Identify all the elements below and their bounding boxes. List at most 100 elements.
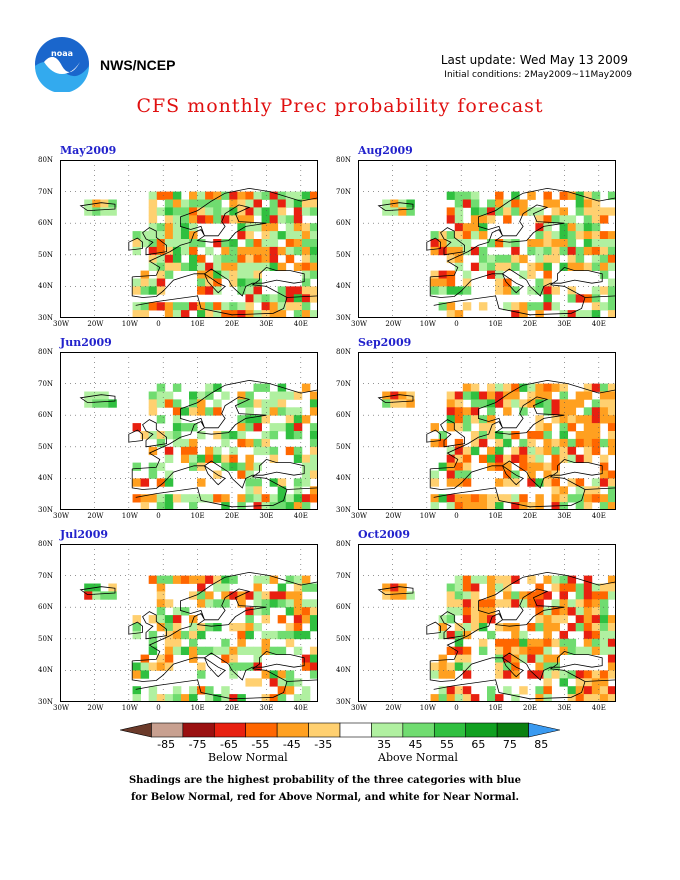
probability-cell xyxy=(301,575,311,584)
latitude-label: 40N xyxy=(38,282,54,291)
probability-cell xyxy=(164,431,174,440)
probability-cell xyxy=(495,438,504,448)
probability-cell xyxy=(543,431,552,440)
probability-cell xyxy=(229,454,238,463)
probability-cell xyxy=(140,478,150,487)
probability-cell xyxy=(519,646,528,655)
probability-cell xyxy=(180,223,190,232)
colorbar-swatch xyxy=(402,722,435,738)
org-name: NWS/NCEP xyxy=(100,57,176,73)
probability-cell xyxy=(237,310,246,318)
probability-cell xyxy=(237,286,246,295)
probability-cell xyxy=(583,591,593,600)
probability-cell xyxy=(293,239,303,248)
probability-cell xyxy=(543,383,552,392)
probability-cell xyxy=(285,391,295,400)
probability-cell xyxy=(446,423,456,432)
panel-month-label: May2009 xyxy=(60,144,117,157)
probability-cell xyxy=(495,670,504,679)
probability-cell xyxy=(156,239,166,248)
probability-cell xyxy=(301,630,311,640)
probability-cell xyxy=(583,391,593,400)
probability-cell xyxy=(148,630,158,640)
probability-cell xyxy=(511,207,520,216)
probability-cell xyxy=(245,454,254,463)
probability-cell xyxy=(301,415,311,424)
probability-cell xyxy=(591,223,601,232)
latitude-label: 80N xyxy=(336,348,352,356)
probability-cell xyxy=(446,478,456,487)
probability-cell xyxy=(156,415,166,424)
probability-cell xyxy=(269,399,279,408)
latitude-label: 60N xyxy=(38,603,54,612)
probability-cell xyxy=(559,575,569,584)
probability-cell xyxy=(527,239,536,248)
probability-cell xyxy=(543,638,552,648)
forecast-map-panel xyxy=(358,160,616,318)
initial-conditions: Initial conditions: 2May2009~11May2009 xyxy=(444,70,632,80)
probability-cell xyxy=(462,454,472,463)
probability-cell xyxy=(261,246,271,256)
probability-cell xyxy=(454,246,464,256)
longitude-label: 30W xyxy=(53,512,70,520)
probability-cell xyxy=(84,591,93,600)
probability-cell xyxy=(575,310,585,318)
probability-cell xyxy=(607,286,616,295)
probability-cell xyxy=(599,615,609,624)
colorbar-tick-label: -65 xyxy=(220,738,238,751)
probability-cell xyxy=(503,638,512,648)
probability-cell xyxy=(599,270,609,279)
probability-cell xyxy=(261,415,271,424)
probability-cell xyxy=(583,199,593,208)
probability-cell xyxy=(269,423,279,432)
probability-cell xyxy=(132,670,142,679)
probability-cell xyxy=(189,638,198,648)
longitude-label: 10E xyxy=(488,320,503,328)
probability-cell xyxy=(197,599,206,608)
probability-cell xyxy=(607,630,616,640)
probability-cell xyxy=(495,502,504,510)
probability-cell xyxy=(148,199,158,208)
probability-cell xyxy=(583,502,593,510)
probability-cell xyxy=(543,239,552,248)
probability-cell xyxy=(189,462,198,471)
probability-cell xyxy=(591,415,601,424)
probability-cell xyxy=(245,470,254,479)
probability-cell xyxy=(470,615,480,624)
probability-cell xyxy=(511,254,520,264)
probability-cell xyxy=(607,231,616,240)
probability-cell xyxy=(551,599,560,608)
probability-cell xyxy=(253,599,262,608)
probability-cell xyxy=(277,591,287,600)
probability-cell xyxy=(253,462,262,471)
probability-cell xyxy=(301,191,311,200)
probability-cell xyxy=(398,399,407,408)
probability-cell xyxy=(462,623,472,632)
probability-cell xyxy=(446,254,456,264)
probability-cell xyxy=(180,494,190,503)
probability-cell xyxy=(567,694,577,702)
probability-cell xyxy=(446,407,456,416)
probability-cell xyxy=(301,207,311,216)
probability-cell xyxy=(446,286,456,295)
probability-cell xyxy=(309,654,318,663)
latitude-label: 80N xyxy=(38,156,54,164)
probability-cell xyxy=(180,694,190,702)
probability-cell xyxy=(148,302,158,311)
probability-cell xyxy=(567,575,577,584)
colorbar-tick-label: -35 xyxy=(314,738,333,751)
probability-cell xyxy=(277,246,287,256)
probability-cell xyxy=(487,454,496,463)
probability-cell xyxy=(172,630,182,640)
latitude-label: 80N xyxy=(336,540,352,548)
probability-cell xyxy=(269,431,279,440)
probability-cell xyxy=(100,399,109,408)
probability-cell xyxy=(197,199,206,208)
probability-cell xyxy=(567,231,577,240)
probability-cell xyxy=(591,231,601,240)
probability-cell xyxy=(503,399,512,408)
probability-cell xyxy=(487,415,496,424)
probability-cell xyxy=(527,391,536,400)
probability-cell xyxy=(462,599,472,608)
probability-cell xyxy=(575,615,585,624)
